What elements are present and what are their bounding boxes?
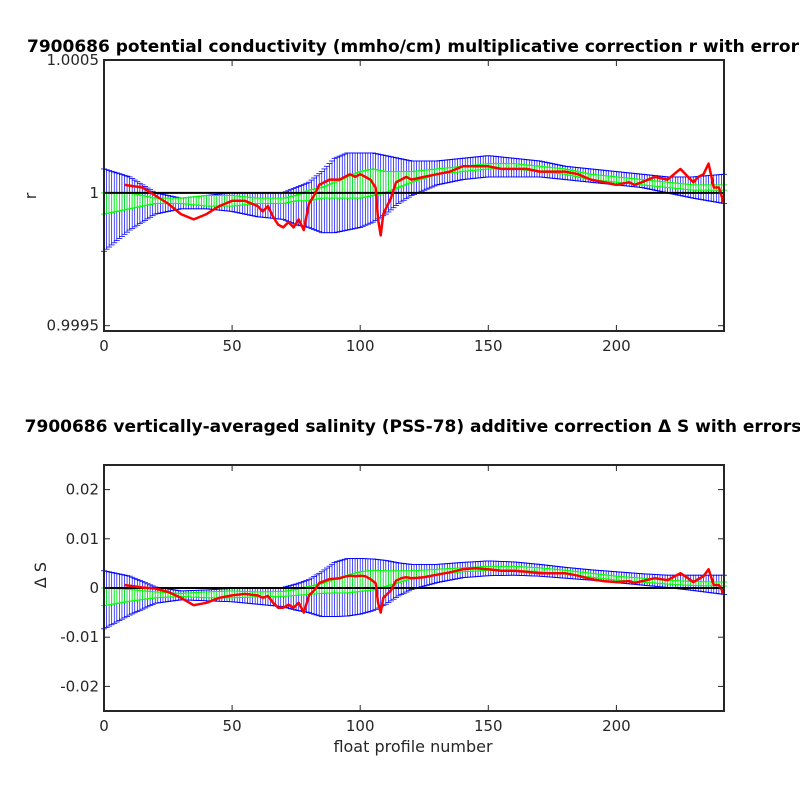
x-tick-label: 200: [602, 717, 631, 735]
x-tick-label: 150: [474, 337, 503, 355]
plot-frame: [103, 59, 725, 332]
x-tick-label: 50: [223, 717, 242, 735]
y-axis-label: Δ S: [31, 562, 50, 588]
x-tick-label: 150: [474, 717, 503, 735]
plot-title: 7900686 vertically-averaged salinity (PS…: [25, 417, 800, 437]
plot-marks: [101, 558, 727, 630]
salinity-correction-plot: 7900686 vertically-averaged salinity (PS…: [25, 417, 800, 756]
x-tick-label: 50: [223, 337, 242, 355]
y-tick-label: 1: [89, 184, 99, 202]
plot-marks: [101, 152, 727, 252]
y-tick-label: 0.9995: [47, 317, 100, 335]
x-tick-label: 0: [99, 717, 109, 735]
axis-ticks: 0 50 100 150 200 -0.02 -0.01 0 0.01 0.02: [60, 465, 724, 735]
y-tick-label: 0: [89, 579, 99, 597]
x-tick-label: 200: [602, 337, 631, 355]
y-tick-label: -0.02: [60, 677, 99, 695]
conductivity-correction-plot: 7900686 potential conductivity (mmho/cm)…: [21, 37, 800, 355]
x-axis-label: float profile number: [333, 737, 493, 756]
axis-ticks: 0 50 100 150 200 0.9995 1 1.0005: [47, 51, 724, 355]
y-tick-label: 0.01: [66, 530, 99, 548]
plot-title: 7900686 potential conductivity (mmho/cm)…: [27, 37, 800, 57]
y-tick-label: 0.02: [66, 481, 99, 499]
y-axis-label: r: [21, 192, 40, 199]
x-tick-label: 0: [99, 337, 109, 355]
red-correction-line: [124, 162, 726, 237]
y-tick-label: -0.01: [60, 628, 99, 646]
red-correction-line: [124, 567, 726, 614]
y-tick-label: 1.0005: [47, 51, 100, 69]
x-tick-label: 100: [346, 337, 375, 355]
x-tick-label: 100: [346, 717, 375, 735]
